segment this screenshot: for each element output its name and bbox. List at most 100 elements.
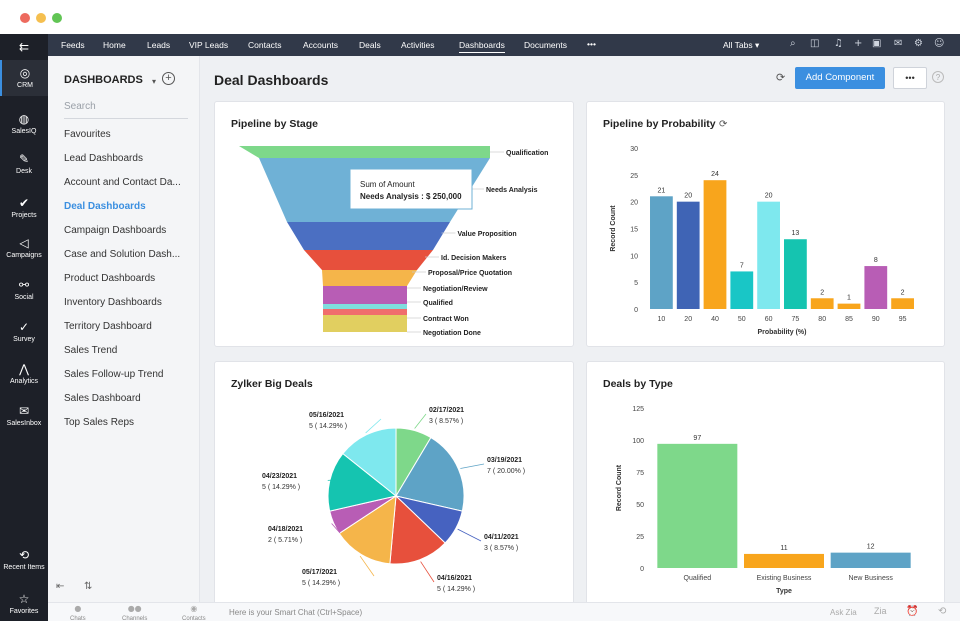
funnel-segment[interactable]: [322, 270, 417, 286]
sidebar-item[interactable]: Sales Trend: [64, 345, 117, 356]
sidebar-item[interactable]: Sales Follow-up Trend: [64, 369, 164, 380]
help-icon[interactable]: ?: [932, 71, 944, 83]
ask-zia-button[interactable]: Ask Zia: [830, 608, 857, 617]
bar[interactable]: [838, 304, 861, 309]
bar[interactable]: [730, 271, 753, 309]
chats-button[interactable]: ● Chats: [70, 605, 86, 622]
sidebar-item[interactable]: Sales Dashboard: [64, 393, 141, 404]
tab-documents[interactable]: Documents: [524, 40, 567, 50]
funnel-segment[interactable]: [323, 315, 407, 332]
avatar-icon[interactable]: ☺: [934, 38, 944, 49]
rail-item-salesinbox[interactable]: ✉SalesInbox: [0, 398, 48, 434]
tab-contacts[interactable]: Contacts: [248, 40, 282, 50]
sort-icon[interactable]: ⇅: [84, 581, 92, 592]
maximize-window-button[interactable]: [52, 13, 62, 23]
channels-button[interactable]: ●● Channels: [122, 605, 147, 622]
tab-home[interactable]: Home: [103, 40, 126, 50]
sidebar-item[interactable]: Favourites: [64, 129, 111, 140]
bar[interactable]: [650, 196, 673, 309]
funnel-segment[interactable]: [239, 146, 490, 158]
tab-feeds[interactable]: Feeds: [61, 40, 85, 50]
calendar-icon[interactable]: ▣: [872, 38, 881, 49]
zia-icon[interactable]: Zia: [874, 606, 887, 616]
pie-value-label: 3 ( 8.57% ): [429, 418, 463, 425]
collapse-panel-icon[interactable]: ⇤: [56, 581, 64, 592]
rail-item-favorites[interactable]: ☆Favorites: [0, 586, 48, 622]
rail-collapse-button[interactable]: ⇇: [0, 38, 48, 58]
plus-icon[interactable]: +: [854, 38, 862, 49]
sidebar-item[interactable]: Account and Contact Da...: [64, 177, 181, 188]
bar[interactable]: [657, 444, 737, 568]
search-icon[interactable]: ⌕: [790, 38, 796, 49]
sidebar-item[interactable]: Case and Solution Dash...: [64, 249, 180, 260]
rail-item-label: SalesInbox: [7, 420, 42, 427]
funnel-segment[interactable]: [323, 286, 407, 304]
funnel-segment[interactable]: [304, 250, 433, 270]
funnel-label: Id. Decision Makers: [441, 255, 506, 262]
data-label: 24: [711, 171, 719, 178]
funnel-segment[interactable]: [287, 222, 450, 250]
mail-icon[interactable]: ✉: [894, 38, 902, 49]
rail-item-crm[interactable]: ◎CRM: [0, 60, 48, 96]
add-component-button[interactable]: Add Component: [795, 67, 885, 89]
rail-item-label: Projects: [11, 212, 36, 219]
bar[interactable]: [784, 239, 807, 309]
settings-icon[interactable]: ⚙: [914, 38, 923, 49]
minimize-window-button[interactable]: [36, 13, 46, 23]
sidebar-item[interactable]: Lead Dashboards: [64, 153, 143, 164]
rail-item-social[interactable]: ⚯Social: [0, 272, 48, 308]
bar[interactable]: [704, 180, 727, 309]
close-window-button[interactable]: [20, 13, 30, 23]
rail-item-recent-items[interactable]: ⟲Recent Items: [0, 542, 48, 578]
bar[interactable]: [744, 554, 824, 568]
more-options-button[interactable]: •••: [893, 67, 927, 89]
tab-accounts[interactable]: Accounts: [303, 40, 338, 50]
alarm-icon[interactable]: ⏰: [906, 606, 918, 617]
rail-item-analytics[interactable]: ⋀Analytics: [0, 356, 48, 392]
smart-chat-input[interactable]: Here is your Smart Chat (Ctrl+Space): [229, 608, 362, 617]
sidebar-item[interactable]: Territory Dashboard: [64, 321, 152, 332]
rail-item-campaigns[interactable]: ◁Campaigns: [0, 230, 48, 266]
contacts-button[interactable]: ◉ Contacts: [182, 605, 206, 622]
tab-deals[interactable]: Deals: [359, 40, 381, 50]
data-label: 20: [684, 193, 692, 200]
x-tick-label: 10: [658, 316, 666, 323]
sidebar-item[interactable]: Deal Dashboards: [64, 201, 146, 212]
y-tick-label: 25: [630, 173, 638, 180]
refresh-icon[interactable]: ⟳: [776, 71, 785, 84]
all-tabs-dropdown[interactable]: All Tabs ▾: [723, 40, 759, 51]
pie-label: 04/18/2021: [268, 526, 303, 533]
y-axis-label: Record Count: [610, 205, 617, 252]
sidebar-item[interactable]: Top Sales Reps: [64, 417, 134, 428]
rail-item-salesiq[interactable]: ◍SalesIQ: [0, 106, 48, 142]
funnel-segment[interactable]: [323, 309, 407, 315]
tab-dashboards[interactable]: Dashboards: [459, 40, 505, 53]
chevron-down-icon[interactable]: ▾: [152, 77, 156, 86]
sidebar-item[interactable]: Product Dashboards: [64, 273, 155, 284]
sidebar-item[interactable]: Inventory Dashboards: [64, 297, 162, 308]
sidebar-search-input[interactable]: Search: [64, 101, 188, 119]
rail-item-desk[interactable]: ✎Desk: [0, 146, 48, 182]
more-tabs-button[interactable]: •••: [587, 39, 596, 49]
tab-vip-leads[interactable]: VIP Leads: [189, 40, 228, 50]
history-icon[interactable]: ⟲: [938, 606, 946, 617]
bar[interactable]: [677, 202, 700, 309]
bar[interactable]: [811, 298, 834, 309]
add-dashboard-icon[interactable]: +: [162, 72, 175, 85]
rail-item-survey[interactable]: ✓Survey: [0, 314, 48, 350]
sidebar-item[interactable]: Campaign Dashboards: [64, 225, 166, 236]
bar[interactable]: [864, 266, 887, 309]
funnel-segment[interactable]: [323, 304, 407, 309]
bar[interactable]: [757, 202, 780, 309]
bar[interactable]: [831, 553, 911, 568]
bell-icon[interactable]: ♫: [834, 38, 843, 49]
game-icon[interactable]: ◫: [810, 38, 819, 49]
rail-item-projects[interactable]: ✔Projects: [0, 190, 48, 226]
page-title: Deal Dashboards: [214, 72, 328, 88]
tab-activities[interactable]: Activities: [401, 40, 435, 50]
funnel-label: Value Proposition: [458, 231, 517, 238]
bar[interactable]: [891, 298, 914, 309]
tab-leads[interactable]: Leads: [147, 40, 170, 50]
